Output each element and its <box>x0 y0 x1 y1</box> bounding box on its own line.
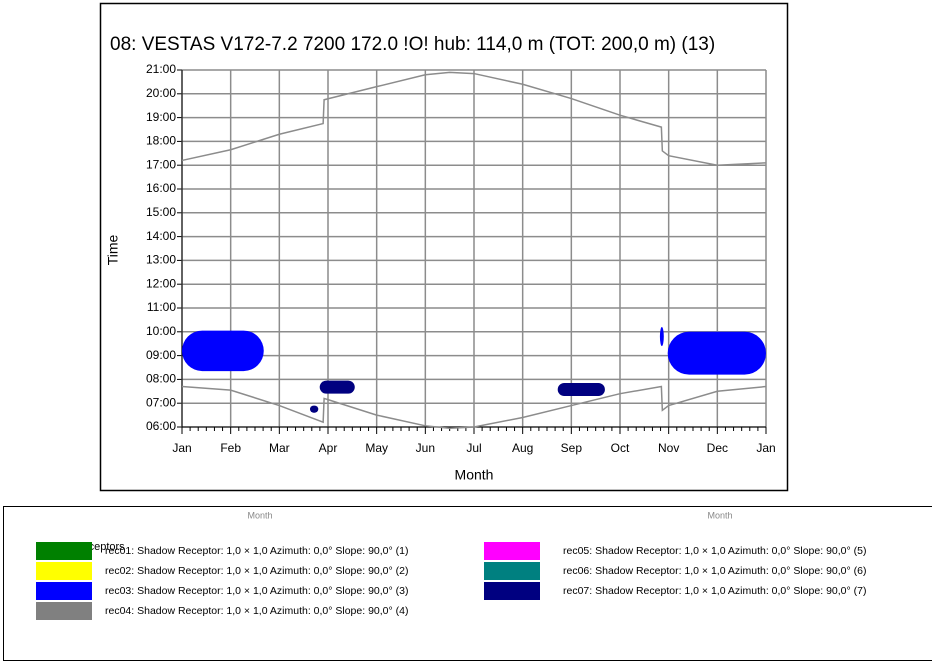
legend-label: rec03: Shadow Receptor: 1,0 × 1,0 Azimut… <box>105 585 408 597</box>
ghost-label: Month <box>247 510 272 520</box>
y-axis-label: Time <box>105 234 121 265</box>
legend-swatch <box>36 582 92 600</box>
legend-swatch <box>36 562 92 580</box>
chart-title: 08: VESTAS V172-7.2 7200 172.0 !O! hub: … <box>110 34 715 55</box>
legend-swatch <box>36 602 92 620</box>
y-tick-label: 10:00 <box>146 324 176 338</box>
x-tick-label: Nov <box>658 441 679 455</box>
y-tick-label: 18:00 <box>146 134 176 148</box>
legend-swatch <box>484 582 540 600</box>
y-tick-label: 09:00 <box>146 348 176 362</box>
legend-label: rec06: Shadow Receptor: 1,0 × 1,0 Azimut… <box>563 565 866 577</box>
legend-label: rec05: Shadow Receptor: 1,0 × 1,0 Azimut… <box>563 545 866 557</box>
legend-frame <box>3 506 932 661</box>
y-tick-label: 21:00 <box>146 62 176 76</box>
x-tick-label: Jan <box>756 441 775 455</box>
ghost-label: Month <box>707 510 732 520</box>
x-tick-label: Mar <box>269 441 290 455</box>
sun-curve <box>181 385 767 429</box>
x-tick-label: Feb <box>220 441 241 455</box>
shadow-period <box>182 330 264 372</box>
legend-label: rec02: Shadow Receptor: 1,0 × 1,0 Azimut… <box>105 565 408 577</box>
y-tick-label: 13:00 <box>146 253 176 267</box>
y-tick-label: 15:00 <box>146 205 176 219</box>
y-tick-label: 16:00 <box>146 181 176 195</box>
x-tick-label: Jun <box>416 441 435 455</box>
y-tick-label: 14:00 <box>146 229 176 243</box>
y-tick-label: 11:00 <box>147 300 176 314</box>
legend-swatch <box>36 542 92 560</box>
legend-label: rec07: Shadow Receptor: 1,0 × 1,0 Azimut… <box>563 585 866 597</box>
sun-curve <box>181 71 767 166</box>
y-tick-label: 08:00 <box>146 372 176 386</box>
legend-swatch <box>484 542 540 560</box>
legend-swatch <box>484 562 540 580</box>
shadow-period <box>309 405 319 413</box>
shadow-period <box>659 327 664 347</box>
legend-label: rec04: Shadow Receptor: 1,0 × 1,0 Azimut… <box>105 605 408 617</box>
y-tick-label: 12:00 <box>146 276 176 290</box>
x-tick-label: Dec <box>707 441 728 455</box>
y-tick-label: 07:00 <box>146 395 176 409</box>
x-axis-label: Month <box>455 467 494 483</box>
y-tick-label: 20:00 <box>146 86 176 100</box>
x-tick-label: Aug <box>512 441 533 455</box>
shadow-period <box>319 380 355 394</box>
x-tick-label: Jan <box>172 441 191 455</box>
x-tick-label: Sep <box>561 441 583 455</box>
x-tick-label: Apr <box>319 441 338 455</box>
y-tick-label: 06:00 <box>146 419 176 433</box>
shadow-period <box>667 331 766 375</box>
chart-frame <box>99 2 789 492</box>
shadow-period <box>557 382 605 397</box>
x-tick-label: Jul <box>466 441 481 455</box>
y-tick-label: 19:00 <box>146 110 176 124</box>
legend-label: rec01: Shadow Receptor: 1,0 × 1,0 Azimut… <box>105 545 408 557</box>
x-tick-label: May <box>365 441 388 455</box>
y-tick-label: 17:00 <box>146 157 176 171</box>
x-tick-label: Oct <box>611 441 630 455</box>
